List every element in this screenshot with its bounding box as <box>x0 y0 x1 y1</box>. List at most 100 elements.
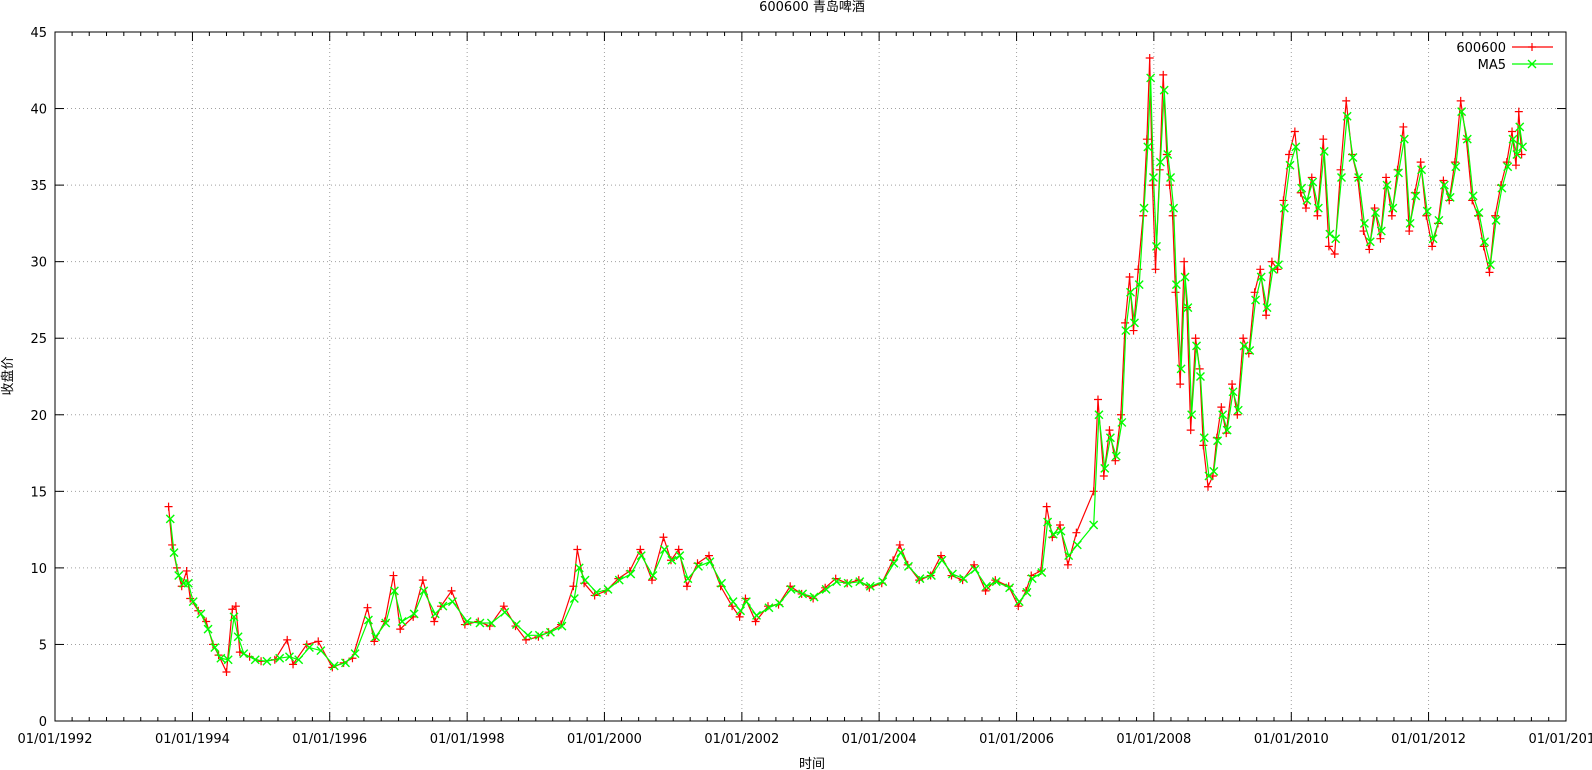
point-600600 <box>499 602 508 611</box>
point-ma5 <box>1129 318 1139 328</box>
point-ma5 <box>1508 134 1518 144</box>
point-ma5 <box>1027 574 1037 584</box>
point-ma5 <box>381 618 391 628</box>
point-ma5 <box>1148 172 1158 182</box>
point-ma5 <box>1331 234 1341 244</box>
y-tick-label: 30 <box>30 256 47 271</box>
point-600600 <box>704 551 713 560</box>
point-600600 <box>289 660 298 669</box>
point-ma5 <box>1388 203 1398 213</box>
x-tick-label: 01/01/2002 <box>704 732 779 747</box>
point-ma5 <box>275 653 285 663</box>
point-600600 <box>1456 96 1465 105</box>
point-ma5 <box>1121 326 1131 336</box>
x-tick-label: 01/01/2012 <box>1391 732 1466 747</box>
point-600600 <box>895 540 904 549</box>
point-600600 <box>222 668 231 677</box>
point-ma5 <box>728 597 738 607</box>
point-600600 <box>1508 127 1517 136</box>
point-ma5 <box>736 606 746 616</box>
point-ma5 <box>1100 463 1110 473</box>
point-ma5 <box>1308 177 1318 187</box>
point-ma5 <box>419 586 429 596</box>
point-ma5 <box>659 545 669 555</box>
point-ma5 <box>855 577 865 587</box>
point-600600 <box>231 602 240 611</box>
point-ma5 <box>1048 529 1058 539</box>
point-ma5 <box>430 609 440 619</box>
point-ma5 <box>1143 142 1153 152</box>
y-tick-label: 15 <box>30 485 47 500</box>
point-ma5 <box>1279 203 1289 213</box>
point-ma5 <box>959 574 969 584</box>
point-ma5 <box>1417 165 1427 175</box>
point-ma5 <box>1105 433 1115 443</box>
point-ma5 <box>798 589 808 599</box>
x-tick-label: 01/01/2004 <box>842 732 917 747</box>
point-ma5 <box>903 561 913 571</box>
point-600600 <box>1514 107 1523 116</box>
y-tick-label: 40 <box>30 103 47 118</box>
point-ma5 <box>475 618 485 628</box>
point-ma5 <box>1474 208 1484 218</box>
y-tick-label: 25 <box>30 332 47 347</box>
point-600600 <box>1262 311 1271 320</box>
point-600600 <box>1142 135 1151 144</box>
point-ma5 <box>821 584 831 594</box>
point-ma5 <box>865 581 875 591</box>
chart-title: 600600 青岛啤酒 <box>759 0 865 15</box>
point-ma5 <box>462 616 472 626</box>
point-ma5 <box>511 620 521 630</box>
point-ma5 <box>843 578 853 588</box>
point-600600 <box>1116 410 1125 419</box>
point-ma5 <box>809 592 819 602</box>
point-600600 <box>396 625 405 634</box>
point-600600 <box>1428 242 1437 251</box>
point-ma5 <box>878 577 888 587</box>
y-tick-label: 20 <box>30 409 47 424</box>
point-ma5 <box>1126 287 1136 297</box>
point-ma5 <box>363 615 373 625</box>
point-ma5 <box>1342 111 1352 121</box>
point-ma5 <box>1064 551 1074 561</box>
point-ma5 <box>1422 206 1432 216</box>
series-layer <box>164 54 1528 677</box>
point-ma5 <box>1468 191 1478 201</box>
point-ma5 <box>233 632 243 642</box>
x-tick-label: 01/01/2008 <box>1116 732 1191 747</box>
point-ma5 <box>741 597 751 607</box>
point-600600 <box>314 637 323 646</box>
point-ma5 <box>1262 303 1272 313</box>
point-600600 <box>1511 161 1520 170</box>
point-ma5 <box>1503 162 1513 172</box>
legend-swatch-600600 <box>1512 43 1553 51</box>
point-600600 <box>1134 265 1143 274</box>
point-ma5 <box>1268 264 1278 274</box>
point-ma5 <box>1480 237 1490 247</box>
point-ma5 <box>1233 405 1243 415</box>
point-ma5 <box>1518 142 1528 152</box>
point-600600 <box>1324 242 1333 251</box>
point-ma5 <box>1319 146 1329 156</box>
x-tick-label: 01/01/2000 <box>567 732 642 747</box>
point-ma5 <box>1192 341 1202 351</box>
point-600600 <box>674 545 683 554</box>
point-ma5 <box>1037 567 1047 577</box>
plot-area-border <box>54 31 1567 722</box>
point-ma5 <box>1291 142 1301 152</box>
point-600600 <box>1376 234 1385 243</box>
point-600600 <box>1399 122 1408 131</box>
x-tick-label: 01/01/2014 <box>1529 732 1592 747</box>
point-600600 <box>1148 181 1157 190</box>
point-ma5 <box>389 586 399 596</box>
point-ma5 <box>1313 203 1323 213</box>
point-ma5 <box>1428 234 1438 244</box>
point-600600 <box>1285 150 1294 159</box>
legend-label-600600: 600600 <box>1456 41 1506 56</box>
point-600600 <box>1151 265 1160 274</box>
point-ma5 <box>316 646 326 656</box>
point-ma5 <box>1155 157 1165 167</box>
point-ma5 <box>1195 372 1205 381</box>
point-ma5 <box>991 577 1001 587</box>
point-ma5 <box>889 558 899 568</box>
